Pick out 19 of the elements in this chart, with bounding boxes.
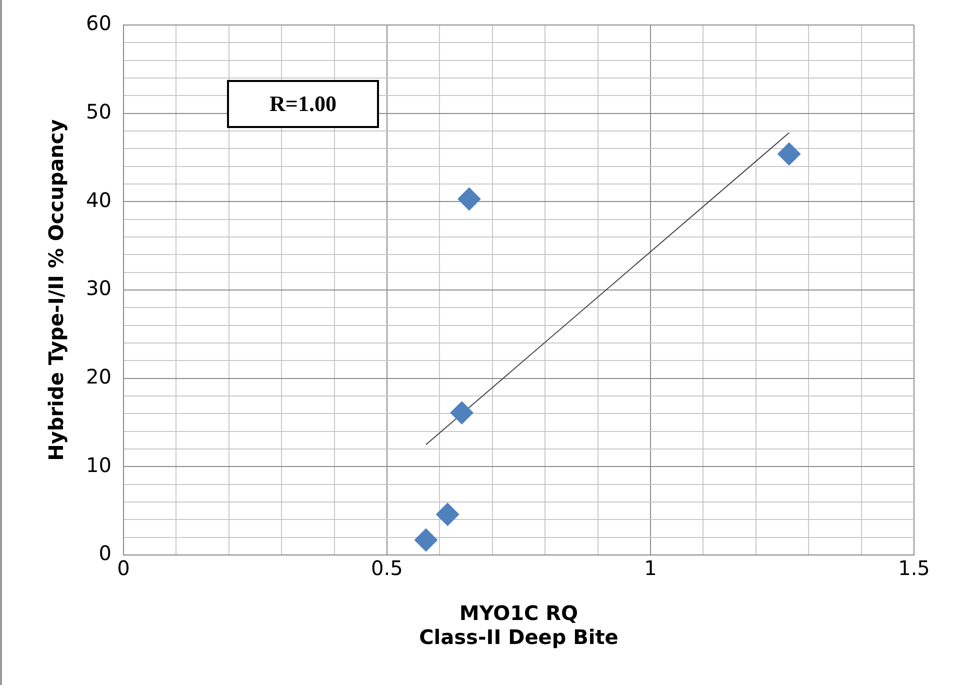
point <box>458 188 481 211</box>
point <box>450 401 474 424</box>
x-tick-label: 1 <box>644 556 657 580</box>
x-tick-label: 1.5 <box>898 556 930 580</box>
y-tick-label: 10 <box>86 452 112 477</box>
y-axis-title: Hybride Type-I/II % Occupancy <box>44 119 68 461</box>
point <box>778 142 801 166</box>
x-tick-label: 0.5 <box>371 556 403 580</box>
point <box>414 528 438 552</box>
y-tick-label: 40 <box>86 188 112 212</box>
point <box>436 502 460 526</box>
y-tick-label: 30 <box>86 276 112 300</box>
x-tick-label: 0 <box>117 556 130 580</box>
label-box: R=1.00 <box>227 80 379 128</box>
y-tick-label: 60 <box>86 11 112 36</box>
y-tick-label: 50 <box>86 100 112 124</box>
x-axis-title: MYO1C RQ Class-II Deep Bite <box>419 601 618 650</box>
y-tick-label: 20 <box>86 364 112 389</box>
y-tick-label: 0 <box>98 541 112 566</box>
